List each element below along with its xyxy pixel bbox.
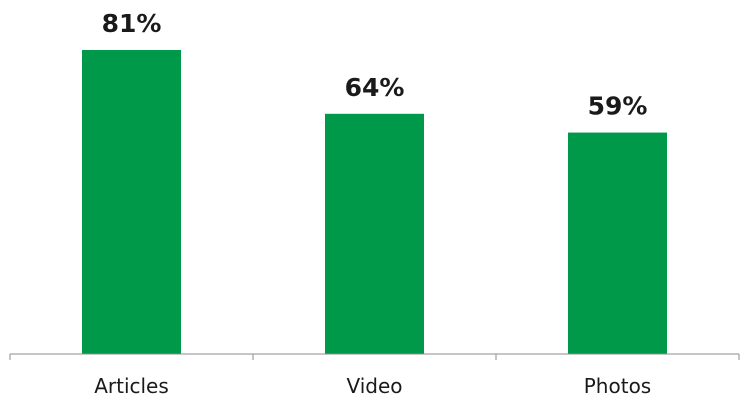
bar-articles	[82, 50, 181, 354]
data-label-articles: 81%	[102, 9, 162, 38]
x-tick-label-video: Video	[346, 374, 402, 398]
data-label-video: 64%	[345, 73, 405, 102]
x-tick-label-articles: Articles	[94, 374, 169, 398]
bar-video	[325, 113, 424, 355]
value-labels-group: 81% 64% 59%	[102, 9, 648, 121]
bars-group	[82, 50, 667, 355]
x-tick-label-photos: Photos	[584, 374, 651, 398]
x-axis	[9, 353, 740, 360]
bar-photos	[568, 132, 667, 354]
x-axis-tick-labels: Articles Video Photos	[94, 374, 651, 398]
data-label-photos: 59%	[588, 92, 648, 121]
